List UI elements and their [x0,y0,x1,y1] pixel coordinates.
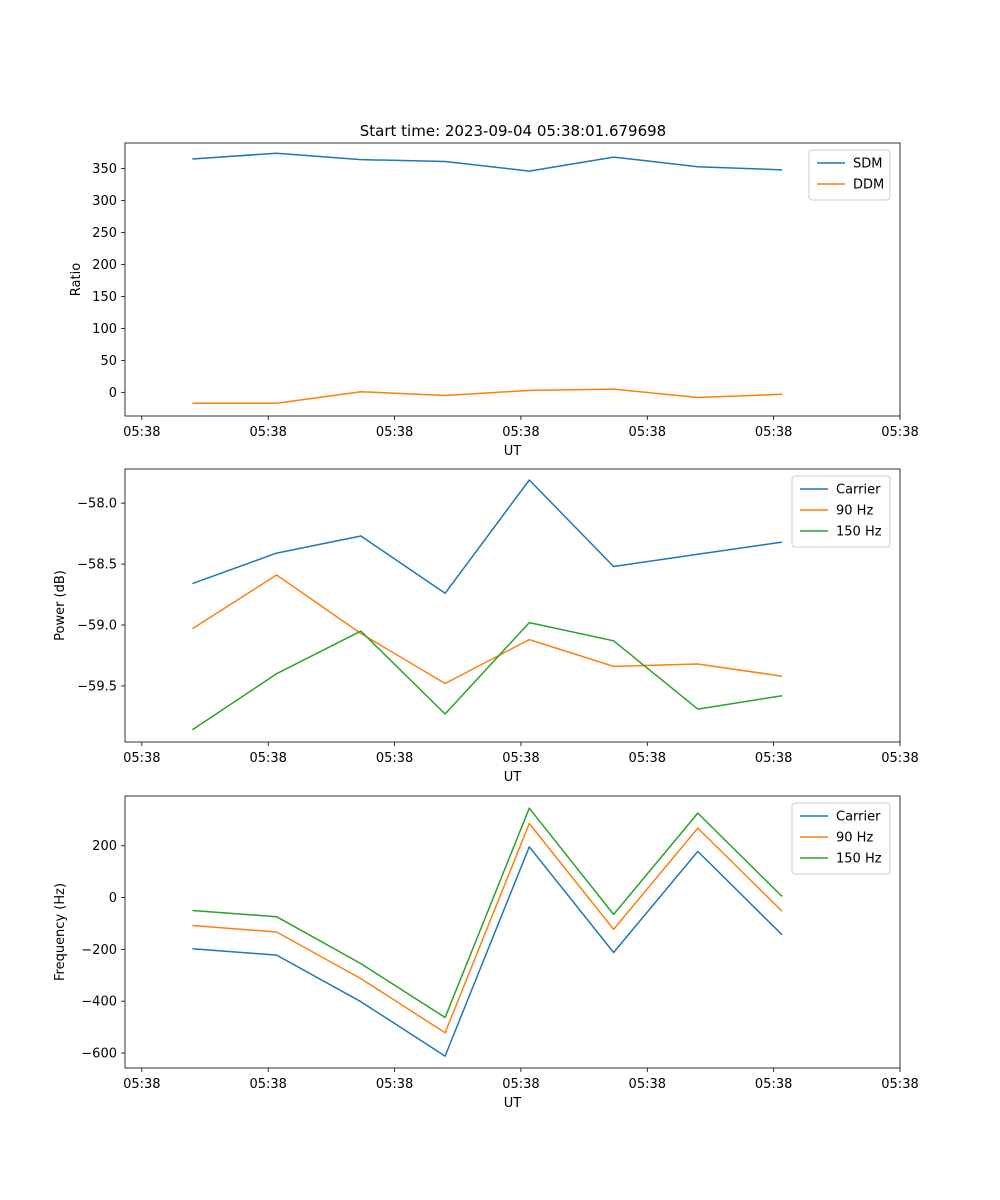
power-axes-frame [124,468,901,743]
power-legend-label: 90 Hz [836,504,873,519]
ratio-legend-label: DDM [853,178,884,193]
frequency-x-axis-label: UT [504,1096,522,1111]
power-x-tick-label: 05:38 [502,751,539,766]
frequency-x-tick-label: 05:38 [249,1077,286,1092]
ratio-y-axis-label: Ratio [69,263,84,296]
frequency-x-tick-label: 05:38 [123,1077,160,1092]
power-x-tick-label: 05:38 [376,751,413,766]
ratio-x-tick-label: 05:38 [376,425,413,440]
ratio-x-tick-label: 05:38 [502,425,539,440]
ratio-axes-frame [124,142,901,417]
frequency-x-tick-label: 05:38 [629,1077,666,1092]
ratio-y-tick-label: 100 [92,322,117,337]
ratio-y-tick-label: 0 [109,386,117,401]
frequency-legend-label: Carrier [836,810,881,825]
frequency-y-axis-label: Frequency (Hz) [53,883,68,981]
power-legend-label: 150 Hz [836,525,882,540]
power-y-tick-label: −59.5 [77,679,117,694]
frequency-y-tick-label: −600 [81,1046,117,1061]
ratio-y-tick-label: 300 [92,194,117,209]
ratio-y-tick-label: 200 [92,258,117,273]
ratio-y-tick-label: 150 [92,290,117,305]
ratio-x-tick-label: 05:38 [881,425,918,440]
frequency-series-line-150-hz [192,807,783,1019]
frequency-x-tick-label: 05:38 [376,1077,413,1092]
frequency-y-tick-label: 0 [109,891,117,906]
power-y-tick-label: −58.5 [77,558,117,573]
power-y-tick-label: −59.0 [77,619,117,634]
frequency-legend-label: 150 Hz [836,852,882,867]
frequency-panel: 05:38 05:38 05:38 05:38 05:38 05:38 05:38 −600 −… [53,795,919,1111]
ratio-x-tick-label: 05:38 [629,425,666,440]
power-x-tick-label: 05:38 [249,751,286,766]
ratio-series-line-ddm [192,388,783,404]
power-x-tick-label: 05:38 [881,751,918,766]
power-series-line-90-hz [191,574,783,685]
ratio-legend-label: SDM [853,157,882,172]
frequency-y-tick-label: −400 [81,995,117,1010]
frequency-x-tick-label: 05:38 [881,1077,918,1092]
power-legend-label: Carrier [836,483,881,498]
power-panel: 05:38 05:38 05:38 05:38 05:38 05:38 05:38 −59.5… [53,468,919,785]
ratio-x-axis-label: UT [504,444,522,459]
frequency-legend [791,802,891,875]
ratio-x-tick-label: 05:38 [123,425,160,440]
frequency-series-line-carrier [192,846,783,1057]
power-x-tick-label: 05:38 [123,751,160,766]
ratio-y-tick-label: 350 [92,162,117,177]
frequency-legend-label: 90 Hz [836,831,873,846]
frequency-x-tick-label: 05:38 [502,1077,539,1092]
power-y-axis-label: Power (dB) [53,570,68,641]
frequency-y-tick-label: 200 [92,839,117,854]
ratio-x-tick-label: 05:38 [755,425,792,440]
ratio-x-tick-label: 05:38 [249,425,286,440]
ratio-y-tick-label: 250 [92,226,117,241]
frequency-axes-frame [124,795,901,1069]
frequency-y-tick-label: −200 [81,943,117,958]
power-x-tick-label: 05:38 [755,751,792,766]
ratio-panel: 05:38 05:38 05:38 05:38 05:38 05:38 05:38 0 50 10… [69,142,919,459]
frequency-series-line-90-hz [192,822,783,1034]
power-y-tick-label: −58.0 [77,497,117,512]
ratio-y-tick-label: 50 [100,354,117,369]
power-legend [791,475,891,548]
power-series-line-carrier [192,479,783,595]
power-x-tick-label: 05:38 [629,751,666,766]
power-x-axis-label: UT [504,770,522,785]
frequency-x-tick-label: 05:38 [755,1077,792,1092]
chart-title: Start time: 2023-09-04 05:38:01.679698 [360,122,666,140]
ratio-series-line-sdm [192,152,783,172]
power-series-line-150-hz [191,621,783,731]
